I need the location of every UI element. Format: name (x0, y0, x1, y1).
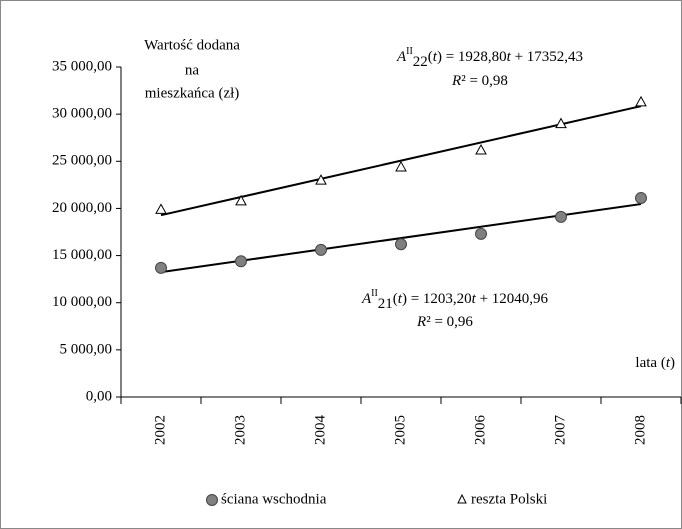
y-tick-label: 30 000,00 (52, 106, 112, 122)
trend-equation: AII21(t) = 1203,20t + 12040,96 (361, 288, 549, 312)
eq-part: + 12040,96 (476, 291, 549, 307)
point (555, 210, 567, 223)
r2-part: R (451, 73, 461, 89)
x-tick-label: 2007 (552, 415, 568, 446)
x-tick-label: 2006 (472, 415, 488, 446)
eq-part: 21 (378, 296, 393, 312)
legend-label: ściana wschodnia (221, 491, 327, 507)
eq-part: A (396, 49, 407, 65)
eq-part: ( (393, 291, 398, 307)
point (555, 117, 567, 129)
eq-part: + 17352,43 (511, 49, 583, 65)
eq-part: II (371, 288, 378, 299)
legend-item: reszta Polski (457, 491, 547, 507)
point (475, 143, 487, 155)
x-tick-label: 2008 (632, 415, 648, 445)
trend-r2: R² = 0,98 (451, 73, 508, 89)
eq-part: ) = 1928,80 (437, 49, 507, 65)
eq-part: t (472, 291, 477, 307)
y-tick-label: 10 000,00 (52, 294, 112, 310)
x-axis-title: lata (t) (635, 355, 675, 371)
y-axis-title: na (185, 62, 200, 78)
point (155, 203, 167, 214)
x-tick-label: 2004 (312, 415, 328, 446)
point (235, 194, 247, 206)
point (395, 160, 407, 172)
y-tick-label: 5 000,00 (60, 341, 113, 357)
x-tick-label: 2005 (392, 415, 408, 445)
y-axis-title: Wartość dodana (144, 37, 240, 53)
legend-marker (457, 493, 467, 504)
point (635, 95, 647, 107)
eq-part: ( (428, 49, 433, 65)
x-axis-title-part: t (666, 355, 671, 371)
eq-part: t (433, 49, 438, 65)
x-tick-label: 2002 (152, 415, 168, 445)
eq-part: t (398, 291, 403, 307)
x-axis-title-part: lata ( (635, 355, 665, 371)
y-tick-label: 0,00 (86, 388, 112, 404)
legend-marker (206, 494, 218, 506)
legend-item: ściana wschodnia (206, 491, 327, 507)
eq-part: ) = 1203,20 (402, 291, 472, 307)
y-tick-label: 15 000,00 (52, 247, 112, 263)
r2-part: ² = 0,96 (426, 314, 473, 330)
eq-part: A (361, 291, 372, 307)
point (475, 227, 487, 240)
point (395, 238, 407, 251)
x-tick-label: 2003 (232, 415, 248, 445)
point (635, 192, 647, 205)
trend-r2: R² = 0,96 (416, 314, 473, 330)
point (235, 255, 247, 268)
y-axis-title: mieszkańca (zł) (145, 85, 240, 101)
point (315, 243, 327, 256)
eq-part: II (406, 46, 413, 57)
r2-part: ² = 0,98 (461, 73, 508, 89)
x-axis-title-part: ) (670, 355, 675, 371)
trend-equation: AII22(t) = 1928,80t + 17352,43 (396, 46, 583, 70)
legend-label: reszta Polski (471, 491, 547, 507)
y-tick-label: 20 000,00 (52, 200, 112, 216)
point (155, 261, 167, 274)
y-tick-label: 25 000,00 (52, 153, 112, 169)
point (315, 174, 327, 185)
r2-part: R (416, 314, 426, 330)
eq-part: t (507, 49, 512, 65)
eq-part: 22 (413, 54, 428, 70)
y-tick-label: 35 000,00 (52, 58, 112, 74)
